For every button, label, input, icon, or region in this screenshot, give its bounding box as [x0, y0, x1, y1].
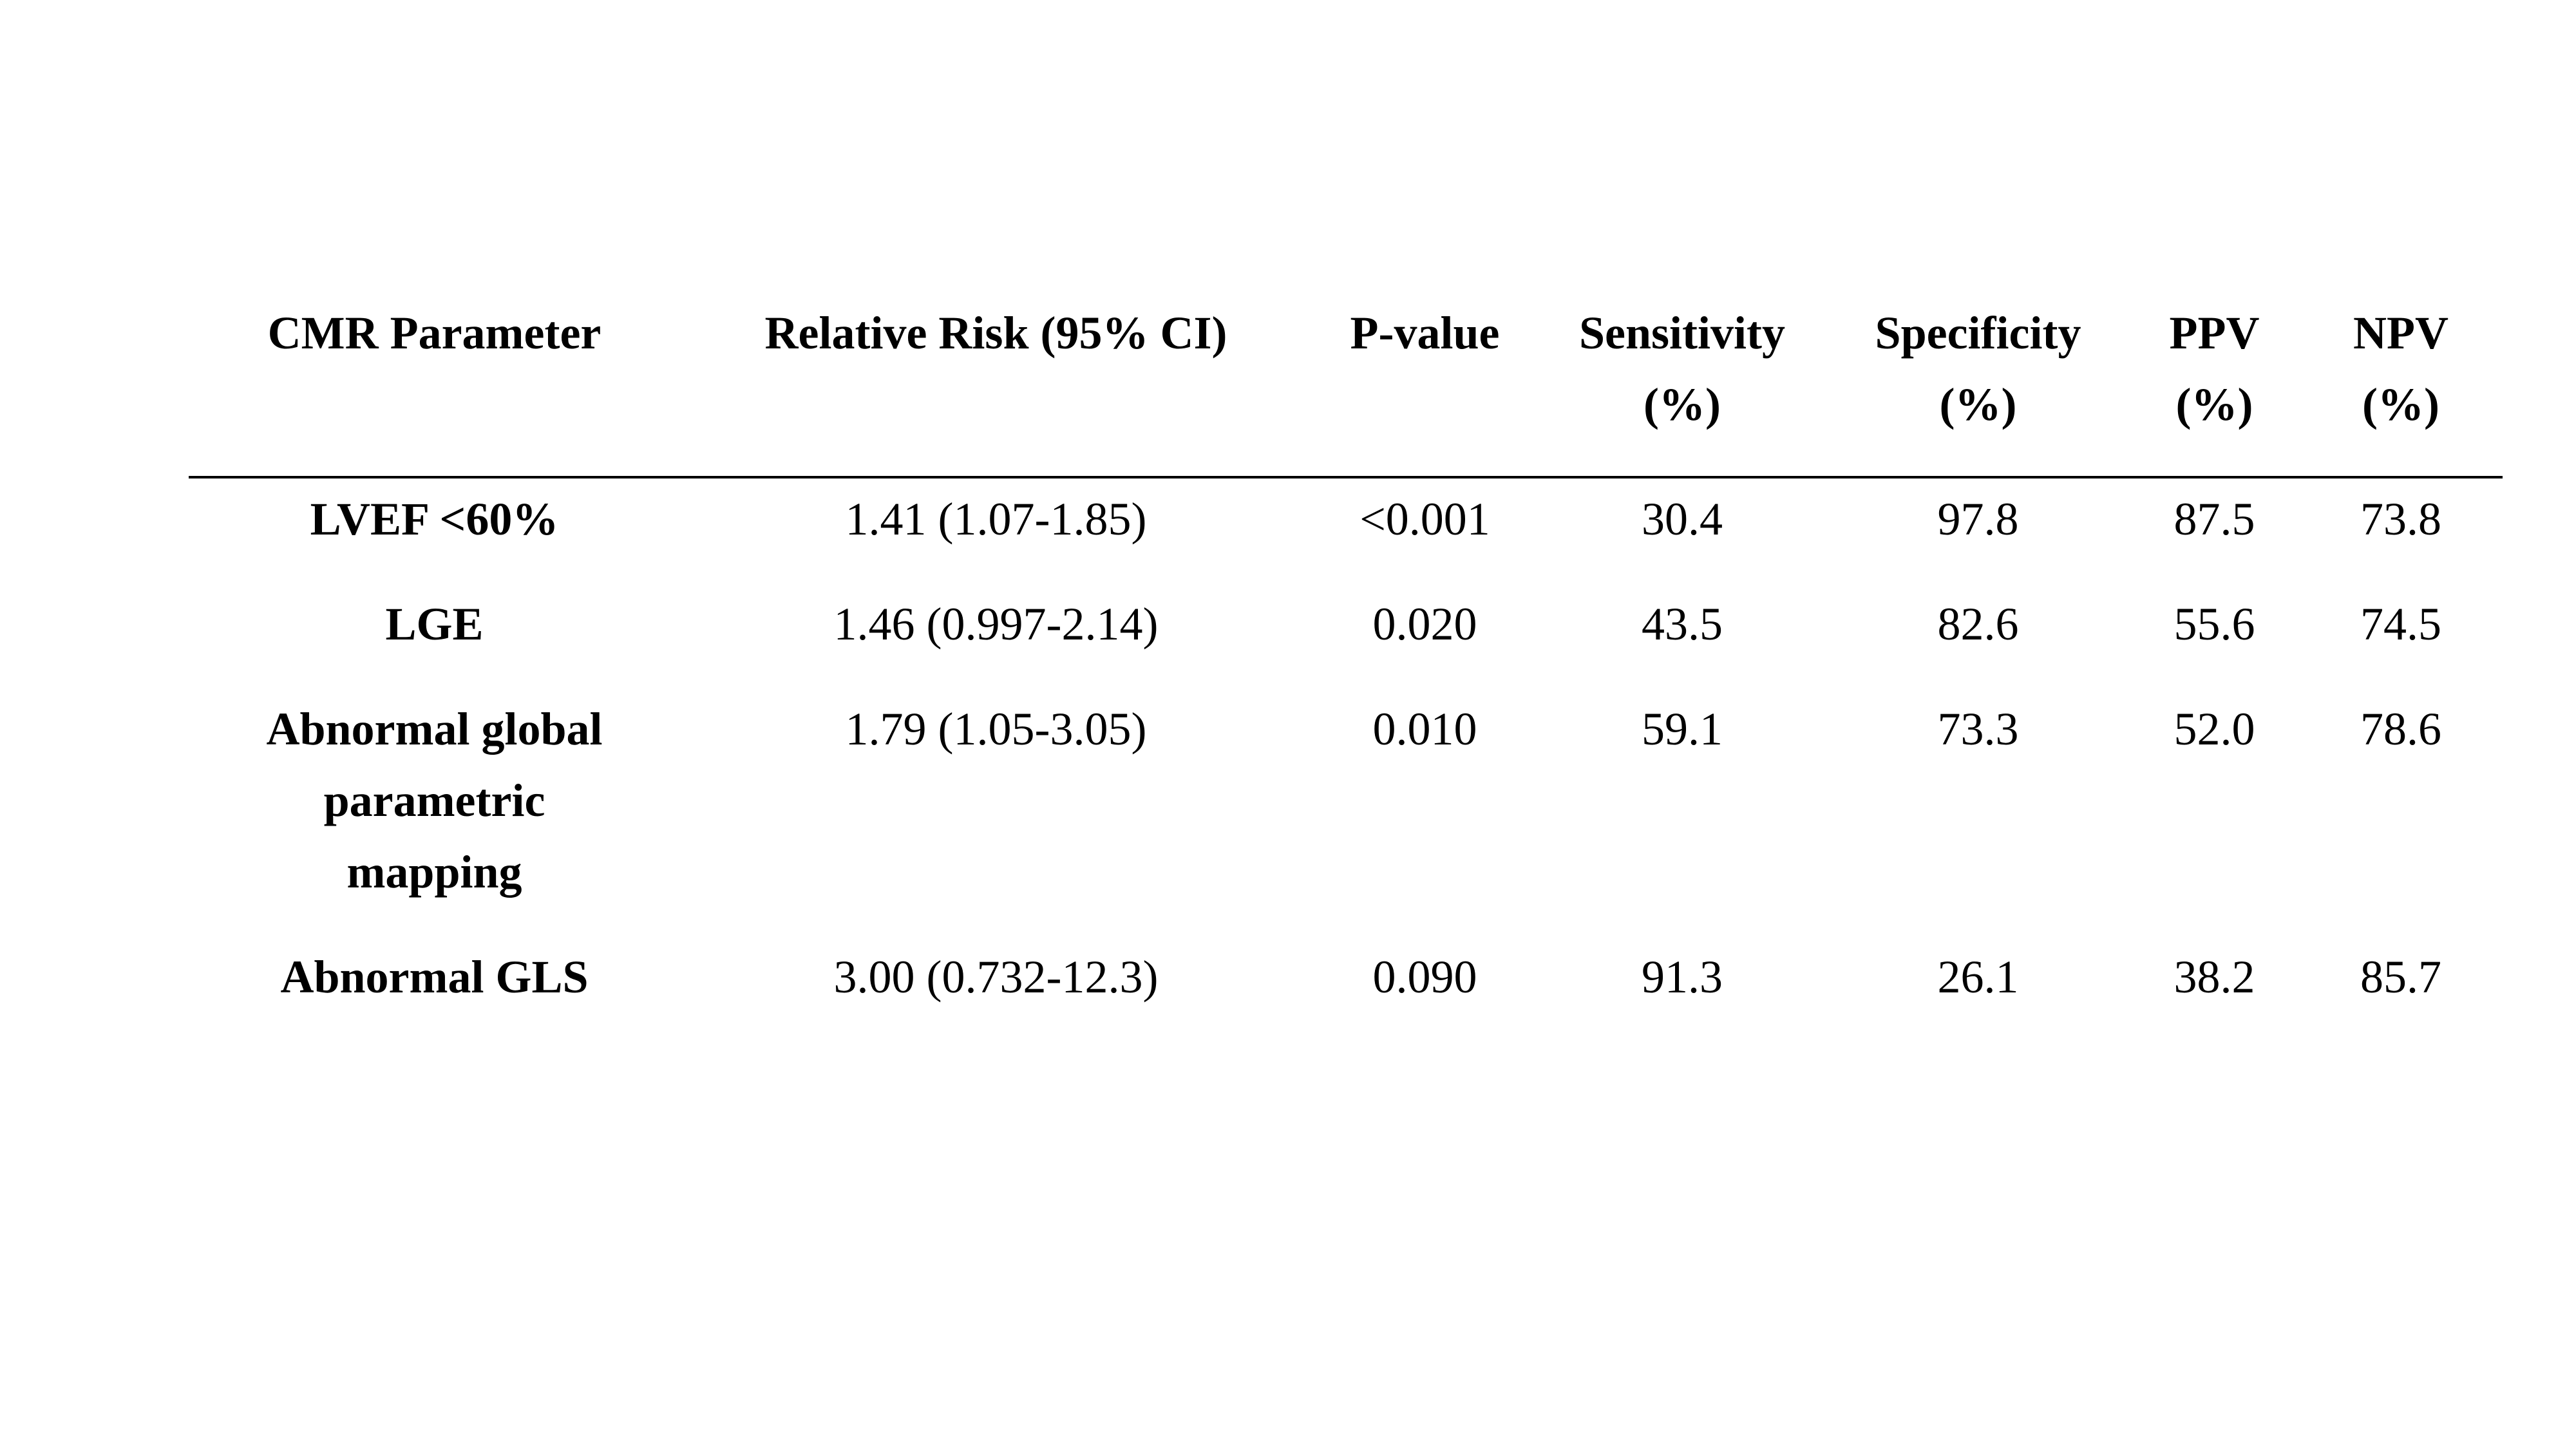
- cell-npv: 78.6: [2360, 703, 2441, 755]
- col-header-sensitivity: Sensitivity (%): [1538, 298, 1826, 478]
- col-header-label: Relative Risk (95% CI): [764, 307, 1227, 359]
- cell-p-value: <0.001: [1359, 493, 1490, 545]
- col-header-label: P-value: [1350, 307, 1500, 359]
- col-header-relative-risk: Relative Risk (95% CI): [680, 298, 1312, 478]
- cell-ppv: 55.6: [2174, 598, 2255, 650]
- parameter-text: LGE: [385, 598, 484, 650]
- cell-specificity: 97.8: [1937, 493, 2019, 545]
- parameter-text: LVEF <60%: [310, 493, 559, 545]
- cell-ppv: 52.0: [2174, 703, 2255, 755]
- cell-sensitivity: 59.1: [1642, 703, 1723, 755]
- col-header-specificity: Specificity (%): [1826, 298, 2130, 478]
- parameter-text: Abnormal global parametric mapping: [266, 703, 603, 898]
- col-header-label: PPV: [2169, 307, 2260, 359]
- cell-relative-risk: 1.46 (0.997-2.14): [833, 598, 1159, 650]
- col-header-label: CMR Parameter: [267, 307, 601, 359]
- col-header-cmr-parameter: CMR Parameter: [189, 298, 680, 478]
- table-row-parametric-mapping: Abnormal global parametric mapping 1.79 …: [189, 688, 2503, 936]
- cell-p-value: 0.010: [1372, 703, 1477, 755]
- cell-parameter: LGE: [189, 583, 680, 688]
- cell-sensitivity: 43.5: [1642, 598, 1723, 650]
- cell-npv: 73.8: [2360, 493, 2441, 545]
- cell-specificity: 73.3: [1937, 703, 2019, 755]
- table-row-gls: Abnormal GLS 3.00 (0.732-12.3) 0.090 91.…: [189, 936, 2503, 1041]
- col-header-unit: (%): [2175, 379, 2253, 430]
- cell-npv: 85.7: [2360, 951, 2441, 1003]
- cell-ppv: 38.2: [2174, 951, 2255, 1003]
- col-header-label: Specificity: [1875, 307, 2081, 359]
- cell-npv: 74.5: [2360, 598, 2441, 650]
- cell-p-value: 0.020: [1372, 598, 1477, 650]
- col-header-label: Sensitivity: [1578, 307, 1786, 359]
- cell-specificity: 26.1: [1937, 951, 2019, 1003]
- col-header-p-value: P-value: [1312, 298, 1538, 478]
- cell-parameter: Abnormal GLS: [189, 936, 680, 1041]
- col-header-unit: (%): [1939, 379, 2017, 430]
- table-header-row: CMR Parameter Relative Risk (95% CI) P-v…: [189, 298, 2503, 478]
- cell-specificity: 82.6: [1937, 598, 2019, 650]
- cell-sensitivity: 91.3: [1642, 951, 1723, 1003]
- cell-p-value: 0.090: [1372, 951, 1477, 1003]
- col-header-npv: NPV (%): [2299, 298, 2503, 478]
- cell-parameter: LVEF <60%: [189, 477, 680, 583]
- cell-ppv: 87.5: [2174, 493, 2255, 545]
- table-row-lge: LGE 1.46 (0.997-2.14) 0.020 43.5 82.6 55…: [189, 583, 2503, 688]
- cell-parameter: Abnormal global parametric mapping: [189, 688, 680, 936]
- col-header-unit: (%): [1643, 379, 1721, 430]
- cell-sensitivity: 30.4: [1642, 493, 1723, 545]
- col-header-unit: (%): [2362, 379, 2439, 430]
- cell-relative-risk: 1.79 (1.05-3.05): [845, 703, 1147, 755]
- col-header-label: NPV: [2353, 307, 2448, 359]
- parameter-text: Abnormal GLS: [280, 951, 589, 1003]
- col-header-ppv: PPV (%): [2130, 298, 2299, 478]
- cell-relative-risk: 1.41 (1.07-1.85): [845, 493, 1147, 545]
- table-row-lvef: LVEF <60% 1.41 (1.07-1.85) <0.001 30.4 9…: [189, 477, 2503, 583]
- cell-relative-risk: 3.00 (0.732-12.3): [833, 951, 1159, 1003]
- results-table: CMR Parameter Relative Risk (95% CI) P-v…: [189, 298, 2503, 1041]
